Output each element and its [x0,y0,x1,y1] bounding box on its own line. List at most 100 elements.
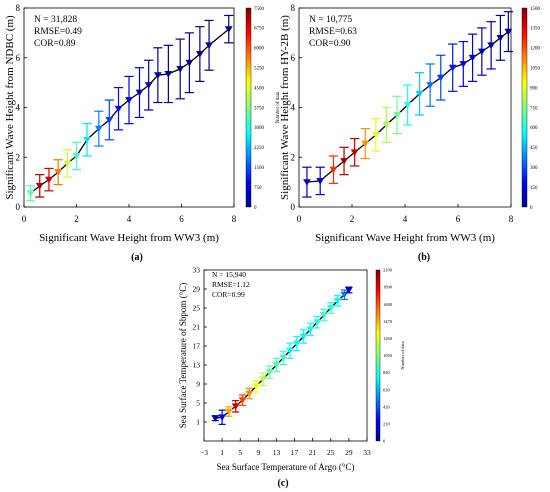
colorbar-tick-label: 600 [530,126,538,131]
x-tick-label: 6 [179,214,184,224]
y-tick-label: 9 [196,380,200,389]
colorbar-tick-label: 750 [254,186,262,191]
y-axis-label: Significant Wave Height from HY-2B (m) [279,15,291,200]
data-point [218,414,226,421]
data-point [306,326,315,334]
colorbar-tick-label: 1890 [383,285,393,290]
y-tick-label: 0 [16,202,21,212]
x-tick-label: 8 [232,214,237,224]
y-tick-label: 29 [193,285,201,294]
colorbar-tick-label: 3750 [254,106,265,111]
data-point [459,61,468,68]
stats-text: RMSE=0.63 [309,27,357,37]
x-tick-label: 21 [309,448,317,457]
stats-text: COR=0.89 [34,39,76,49]
stats-text: RMSE=0.49 [34,27,82,37]
y-tick-label: 5 [196,399,200,408]
colorbar-tick-label: 0 [383,439,386,444]
data-point [299,333,308,341]
data-point [316,177,325,185]
x-axis-label: Sea Surface Temperature of Argo (°C) [217,462,355,472]
data-point [164,71,173,78]
colorbar-tick-label: 1050 [383,353,393,358]
stats-text: N = 31,828 [34,15,77,25]
data-point [393,112,401,119]
colorbar-tick-label: 420 [383,404,391,409]
y-tick-label: 6 [291,53,296,63]
data-point [272,362,281,369]
x-tick-label: 1 [220,448,224,457]
data-point [426,82,435,89]
data-point [340,291,349,299]
x-tick-label: 0 [297,214,302,224]
stats-text: RMSE=1.12 [212,280,250,289]
data-point [382,122,391,129]
x-tick-label: 6 [456,214,461,224]
data-point [258,376,267,383]
colorbar-tick-label: 1350 [530,27,541,32]
plot-frame [203,269,368,442]
colorbar-tick-label: 1050 [530,66,541,71]
data-point [245,390,254,398]
data-point [231,403,240,411]
data-point [35,182,44,190]
data-point [45,176,53,184]
data-point [125,97,133,104]
colorbar-tick-label: 150 [530,186,538,191]
data-point [292,340,301,348]
data-point [185,59,194,67]
y-tick-label: 4 [16,103,21,113]
colorbar-tick-label: 750 [530,106,538,111]
colorbar [521,7,528,208]
colorbar-tick-label: 450 [530,146,538,151]
colorbar-tick-label: 6750 [254,27,265,32]
x-tick-label: 33 [363,448,371,457]
data-point [224,26,233,33]
colorbar-tick-label: 210 [383,421,391,426]
panel-a: 0 2 4 6 8 0 2 4 6 8 Significant Wave Height from W… [4,3,281,263]
colorbar-tick-label: 2100 [383,268,393,273]
panel-label: (c) [277,478,288,489]
data-point [154,72,162,79]
data-point [477,48,486,56]
colorbar-tick-label: 1500 [254,166,265,171]
y-tick-label: 6 [16,53,21,63]
colorbar-tick-label: 1200 [530,47,541,52]
data-point [333,297,342,305]
colorbar-label: Number of data [400,341,405,369]
data-point [26,190,35,198]
x-axis-label: Significant Wave Height from WW3 (m) [315,232,495,244]
data-point [135,89,144,97]
data-point [63,160,72,168]
panel-label: (a) [131,252,143,263]
y-tick-label: 33 [193,266,201,275]
x-tick-label: 13 [273,448,281,457]
y-tick-label: 1 [196,418,200,427]
y-axis-label: Significant Wave Height from NDBC (m) [4,15,16,200]
data-point [238,397,247,404]
x-tick-label: 4 [403,214,408,224]
data-point [448,64,457,72]
y-tick-label: 25 [193,304,201,313]
data-point [326,305,335,312]
colorbar [375,269,381,442]
stats-text: N = 15,940 [212,270,246,279]
stats-text: COR=0.99 [212,290,245,299]
data-point [114,105,123,113]
data-point [403,102,412,109]
data-point [371,131,380,139]
colorbar-tick-label: 300 [530,166,538,171]
x-tick-label: 8 [509,214,514,224]
data-point [205,42,213,49]
x-tick-label: 4 [127,214,132,224]
data-point [303,179,311,186]
colorbar-tick-label: 1680 [383,302,393,307]
x-tick-label: 2 [74,214,79,224]
colorbar-tick-label: 900 [530,86,538,91]
colorbar-tick-label: 5250 [254,66,265,71]
data-point [286,347,294,355]
mean-line [215,289,350,419]
data-point [329,166,338,174]
stats-text: COR=0.90 [309,39,351,49]
